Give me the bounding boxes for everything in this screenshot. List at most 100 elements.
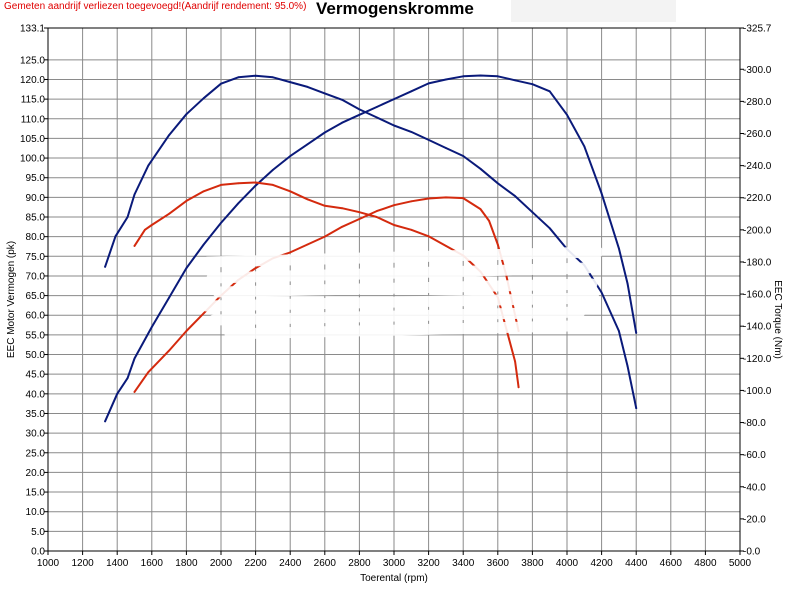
power-red-line-point [306, 243, 309, 246]
x-tick-label: 1200 [71, 558, 94, 569]
y-right-tick-label: -220.0 [743, 193, 772, 204]
power-blue-line-point [462, 75, 465, 78]
power-red-line-point [488, 220, 490, 222]
power-red-line-point [168, 349, 171, 352]
x-tick-label: 4400 [625, 558, 648, 569]
y-left-tick-label: 110.0 [21, 114, 46, 125]
torque-blue-line-point [410, 131, 413, 133]
y-left-tick-label: 20.0 [26, 468, 46, 479]
power-blue-line-point [126, 377, 129, 379]
y-right-tick-label: -0.0 [743, 547, 761, 558]
y-left-tick-label: 70.0 [26, 271, 46, 282]
y-left-tick-label: 5.0 [31, 527, 45, 538]
power-red-line-point [358, 218, 361, 220]
torque-blue-line-point [427, 139, 430, 141]
y-right-tick-label: -300.0 [743, 65, 772, 76]
torque-red-line-point [445, 245, 447, 247]
x-tick-label: 4000 [556, 558, 579, 569]
torque-blue-line-point [548, 227, 551, 230]
power-blue-line-point [531, 83, 534, 86]
torque-blue-line-point [114, 235, 117, 238]
power-blue-line-point [566, 113, 568, 116]
power-blue-line [104, 74, 638, 423]
torque-red-line-point [289, 190, 292, 193]
power-blue-line-point [635, 332, 638, 334]
torque-red-line-point [220, 184, 222, 186]
x-tick-label: 4800 [694, 558, 717, 569]
y-right-tick-label: -60.0 [743, 450, 766, 461]
power-blue-line-point [254, 184, 257, 187]
power-blue-line-point [306, 143, 309, 146]
watermark-stroke [206, 262, 594, 284]
y-left-tick-label: 125.0 [20, 55, 45, 66]
torque-red-line-point [514, 360, 516, 363]
y-left-tick-label: 10.0 [26, 507, 46, 518]
torque-blue-line-point [462, 155, 465, 157]
power-blue-line-point [358, 113, 361, 116]
power-red-line-point [410, 200, 413, 203]
x-tick-label: 1800 [175, 558, 198, 569]
torque-red-line-point [185, 200, 188, 202]
torque-red-line-point [393, 224, 395, 226]
y-right-tick-label: -40.0 [743, 482, 766, 493]
power-blue-line-point [202, 243, 205, 246]
power-blue-line-point [427, 82, 430, 85]
torque-blue-line-point [618, 330, 620, 332]
power-red-line-point [375, 210, 378, 213]
y-right-tick-label: -120.0 [743, 354, 772, 365]
power-blue-line-point [341, 121, 343, 124]
power-blue-line-point [133, 357, 136, 360]
power-blue-line-point [375, 106, 378, 108]
y-right-tick-label: -80.0 [743, 418, 766, 429]
power-red-line-point [427, 197, 430, 200]
power-blue-line-point [514, 79, 516, 82]
power-red-line-point [323, 235, 326, 238]
torque-red-line-point [323, 204, 326, 207]
y-right-tick-label: -100.0 [743, 386, 772, 397]
torque-blue-line-point [289, 81, 292, 83]
torque-red-line-point [341, 207, 343, 210]
y-left-tick-label: 50.0 [26, 350, 46, 361]
y-right-tick-label: -240.0 [743, 161, 772, 172]
x-tick-label: 4600 [660, 558, 683, 569]
power-red-line-point [479, 208, 482, 211]
y-left-tick-label: 60.0 [26, 311, 46, 322]
x-tick-label: 1000 [37, 558, 60, 569]
power-red-line-point [185, 330, 188, 332]
torque-red-line-point [144, 228, 146, 231]
torque-blue-line-point [272, 76, 274, 79]
x-tick-label: 3800 [521, 558, 544, 569]
y-left-tick-label: 105.0 [20, 134, 45, 145]
torque-red-line-point [272, 184, 274, 186]
x-tick-label: 3200 [417, 558, 440, 569]
power-blue-line-point [548, 90, 551, 93]
y-left-tick-label: 120.0 [20, 75, 45, 86]
torque-blue-line-point [104, 265, 106, 268]
x-tick-label: 4200 [590, 558, 613, 569]
chart-title: Vermogenskromme [316, 0, 474, 18]
x-tick-label: 1600 [141, 558, 164, 569]
y-left-tick-label: 90.0 [26, 193, 46, 204]
torque-red-line-point [237, 182, 240, 185]
y-left-tick-label: 133.1 [20, 24, 45, 35]
y-right-tick-label: -20.0 [743, 514, 766, 525]
x-axis-title: Toerental (rpm) [360, 573, 428, 584]
torque-blue-line-point [600, 291, 603, 294]
power-red-line-point [496, 243, 499, 246]
x-tick-label: 3600 [487, 558, 510, 569]
torque-red-line-point [427, 235, 430, 238]
plot-frame [47, 27, 741, 552]
power-red-line-point [393, 204, 395, 207]
x-tick-label: 5000 [729, 558, 752, 569]
torque-blue-line-point [306, 86, 309, 88]
torque-red-line-point [254, 181, 257, 184]
power-blue-line-point [116, 392, 119, 395]
y-left-tick-label: 40.0 [26, 389, 46, 400]
torque-blue-line-point [514, 195, 516, 198]
power-blue-line-point [445, 78, 447, 81]
power-blue-line-point [237, 202, 240, 205]
torque-red-line-point [410, 228, 413, 231]
torque-blue-line-point [202, 97, 205, 100]
power-blue-line-point [496, 75, 499, 78]
